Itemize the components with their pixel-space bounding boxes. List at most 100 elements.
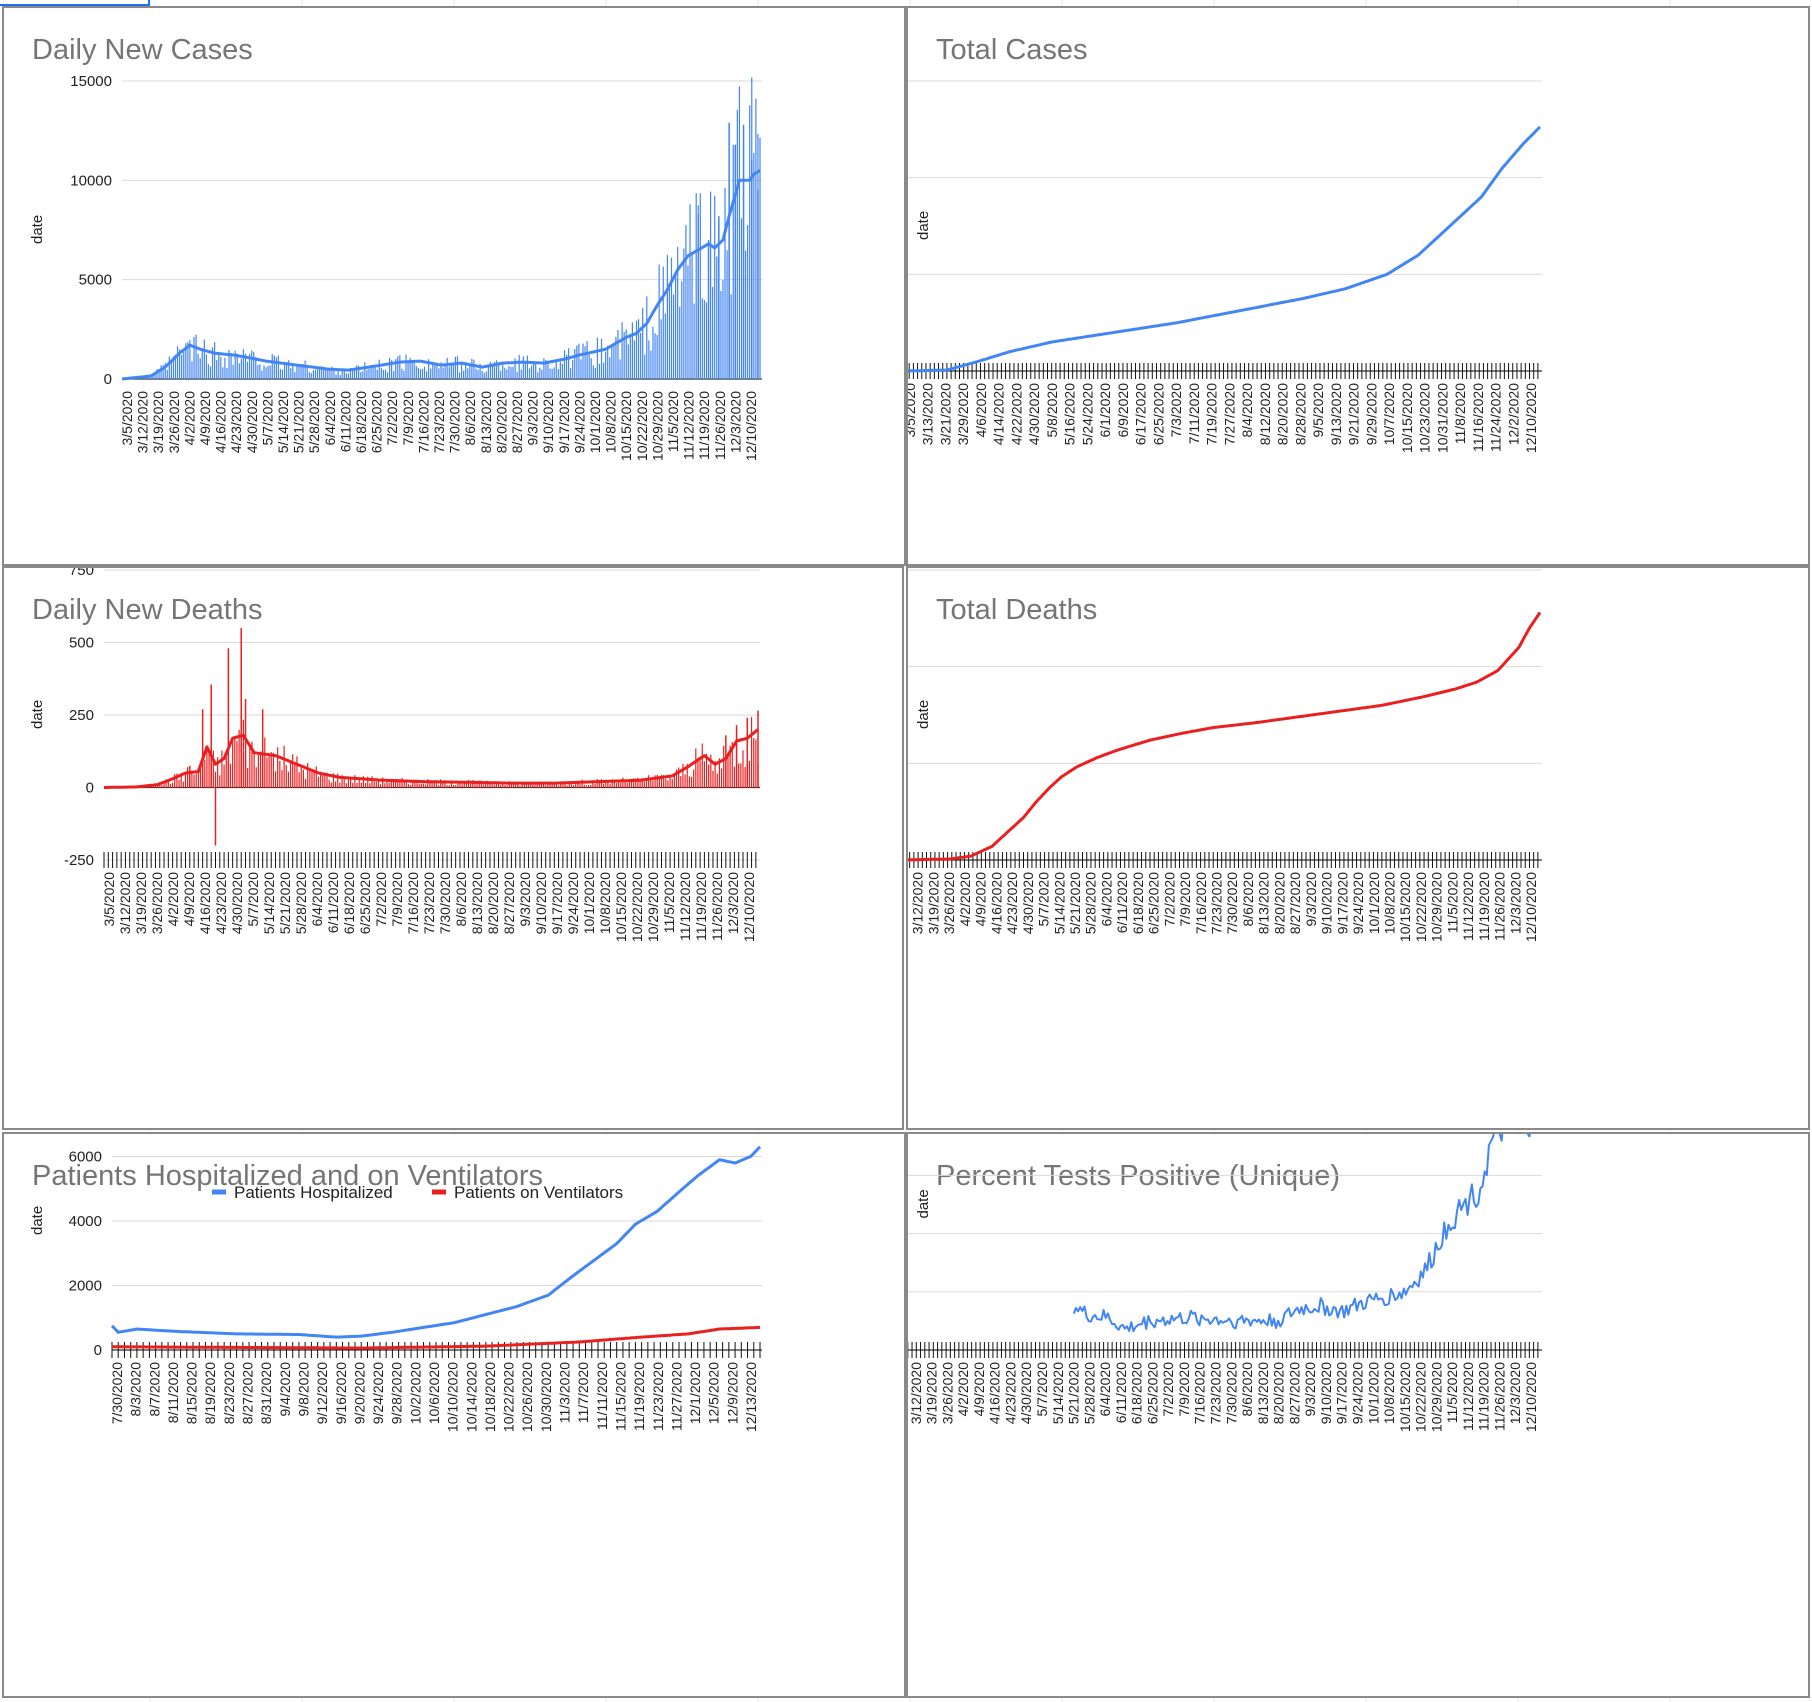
x-tick-label: 6/4/2020 — [1098, 872, 1114, 927]
x-tick-label: 12/1/2020 — [687, 1362, 703, 1424]
x-tick-label: 7/23/2020 — [1208, 1362, 1224, 1424]
x-tick-label: 8/15/2020 — [184, 1362, 200, 1424]
x-tick-label: 11/23/2020 — [650, 1362, 666, 1431]
x-tick-label: 9/3/2020 — [525, 391, 541, 446]
x-tick-label: 9/3/2020 — [1302, 1362, 1318, 1417]
x-tick-label: 6/1/2020 — [1097, 383, 1113, 438]
y-tick-label: 0 — [94, 1342, 102, 1359]
chart-plot: 0.0000.1000.2000.3000.4000.500date3/5/20… — [908, 1134, 1542, 1432]
x-tick-label: 10/26/2020 — [519, 1362, 535, 1432]
chart-title: Total Deaths — [936, 594, 1098, 626]
x-tick-label: 4/30/2020 — [1026, 383, 1042, 445]
series-line — [908, 125, 1542, 373]
x-tick-label: 5/28/2020 — [306, 391, 322, 453]
x-tick-label: 8/23/2020 — [221, 1362, 237, 1424]
x-tick-label: 11/19/2020 — [693, 872, 709, 941]
x-tick-band — [909, 852, 1539, 868]
chart-plot: 0200000400000600000date3/5/20203/13/2020… — [908, 80, 1542, 453]
bar-group — [123, 77, 761, 379]
x-tick-label: 12/10/2020 — [1523, 872, 1539, 942]
x-tick-label: 9/10/2020 — [540, 391, 556, 453]
x-tick-label: 3/5/2020 — [908, 872, 910, 927]
x-tick-label: 11/11/2020 — [594, 1362, 610, 1430]
x-tick-label: 10/22/2020 — [1413, 1362, 1429, 1432]
x-tick-label: 9/17/2020 — [556, 391, 572, 453]
x-tick-label: 9/3/2020 — [1303, 872, 1319, 927]
x-tick-label: 10/15/2020 — [613, 872, 629, 942]
x-tick-label: 8/20/2020 — [493, 391, 509, 453]
chart-title: Daily New Cases — [32, 34, 253, 66]
x-tick-label: 4/6/2020 — [973, 383, 989, 438]
x-tick-label: 5/28/2020 — [293, 872, 309, 934]
x-tick-label: 5/28/2020 — [1081, 1362, 1097, 1424]
selected-cell[interactable] — [0, 0, 150, 6]
chart-title: Total Cases — [936, 34, 1088, 66]
x-tick-label: 8/19/2020 — [202, 1362, 218, 1424]
chart-plot: 050001000015000date3/5/20203/12/20203/19… — [908, 569, 1542, 942]
x-tick-label: 11/16/2020 — [1470, 383, 1486, 452]
x-tick-label: 10/6/2020 — [426, 1362, 442, 1424]
x-tick-label: 11/12/2020 — [1460, 1362, 1476, 1431]
x-tick-label: 5/8/2020 — [1044, 383, 1060, 438]
chart-title: Percent Tests Positive (Unique) — [936, 1160, 1341, 1192]
x-tick-label: 9/16/2020 — [333, 1362, 349, 1424]
x-tick-label: 7/16/2020 — [405, 872, 421, 934]
x-tick-label: 4/30/2020 — [1020, 872, 1036, 934]
chart-percent-tests-positive[interactable]: Percent Tests Positive (Unique) 0.0000.1… — [906, 1132, 1810, 1698]
x-tick-label: 6/9/2020 — [1115, 383, 1131, 438]
x-tick-label: 10/10/2020 — [445, 1362, 461, 1432]
chart-plot: 02000400060008000date7/30/20208/3/20208/… — [29, 1145, 762, 1432]
x-tick-label: 7/2/2020 — [1161, 872, 1177, 927]
x-tick-label: 12/10/2020 — [1523, 383, 1539, 453]
chart-patients-hospitalized[interactable]: Patients Hospitalized and on Ventilators… — [2, 1132, 906, 1698]
x-tick-label: 8/27/2020 — [240, 1362, 256, 1424]
x-tick-label: 3/13/2020 — [920, 383, 936, 445]
chart-total-cases[interactable]: Total Cases 0200000400000600000date3/5/2… — [906, 6, 1810, 566]
chart-daily-new-cases[interactable]: Daily New Cases 0 5000 10000 15000 date 3/5/2… — [2, 6, 906, 566]
y-axis-title: date — [915, 1189, 932, 1218]
x-tick-label: 11/8/2020 — [1452, 383, 1468, 444]
x-tick-label: 9/29/2020 — [1363, 383, 1379, 445]
x-tick-label: 6/25/2020 — [357, 872, 373, 934]
x-tick-label: 7/23/2020 — [1209, 872, 1225, 934]
x-tick-label: 11/19/2020 — [631, 1362, 647, 1431]
x-tick-label: 10/29/2020 — [1428, 1362, 1444, 1432]
x-tick-label: 4/2/2020 — [181, 391, 197, 446]
x-tick-label: 7/19/2020 — [1204, 383, 1220, 445]
x-tick-label: 4/9/2020 — [973, 872, 989, 927]
x-tick-label: 5/21/2020 — [1067, 872, 1083, 934]
x-tick-label: 3/19/2020 — [133, 872, 149, 934]
x-tick-label: 11/12/2020 — [681, 391, 697, 460]
x-tick-label: 7/2/2020 — [1160, 1362, 1176, 1417]
x-tick-label: 11/7/2020 — [575, 1362, 591, 1423]
x-tick-label: 3/19/2020 — [924, 1362, 940, 1424]
x-tick-label: 7/2/2020 — [373, 872, 389, 927]
y-axis-title: date — [915, 700, 932, 729]
x-tick-label: 11/27/2020 — [668, 1362, 684, 1431]
x-tick-label: 3/26/2020 — [149, 872, 165, 934]
y-tick-label: 750 — [69, 568, 94, 579]
x-tick-label: 9/17/2020 — [1334, 1362, 1350, 1424]
x-tick-label: 10/23/2020 — [1417, 383, 1433, 453]
series-line — [1072, 1134, 1531, 1333]
chart-title: Daily New Deaths — [32, 594, 263, 626]
x-tick-label: 8/13/2020 — [478, 391, 494, 453]
x-tick-label: 3/5/2020 — [908, 383, 918, 438]
x-tick-label: 3/12/2020 — [135, 391, 151, 453]
x-tick-label: 12/3/2020 — [727, 391, 743, 453]
x-tick-label: 8/4/2020 — [1239, 383, 1255, 438]
x-tick-label: 3/26/2020 — [166, 391, 182, 453]
x-tick-label: 4/9/2020 — [197, 391, 213, 446]
x-tick-label: 6/4/2020 — [309, 872, 325, 927]
x-tick-label: 11/3/2020 — [557, 1362, 573, 1423]
x-tick-label: 7/9/2020 — [400, 391, 416, 446]
x-tick-label: 5/24/2020 — [1079, 383, 1095, 445]
x-tick-label: 7/27/2020 — [1221, 383, 1237, 445]
chart-total-deaths[interactable]: Total Deaths 050001000015000date3/5/2020… — [906, 566, 1810, 1130]
chart-daily-new-deaths[interactable]: Daily New Deaths -250 0 250 500 750 date 3/5/2… — [2, 566, 904, 1130]
y-tick-label: 250 — [69, 707, 94, 724]
x-tick-label: 7/16/2020 — [415, 391, 431, 453]
x-tick-label: 7/30/2020 — [1223, 1362, 1239, 1424]
x-tick-label: 10/14/2020 — [463, 1362, 479, 1432]
x-tick-label: 10/15/2020 — [618, 391, 634, 461]
